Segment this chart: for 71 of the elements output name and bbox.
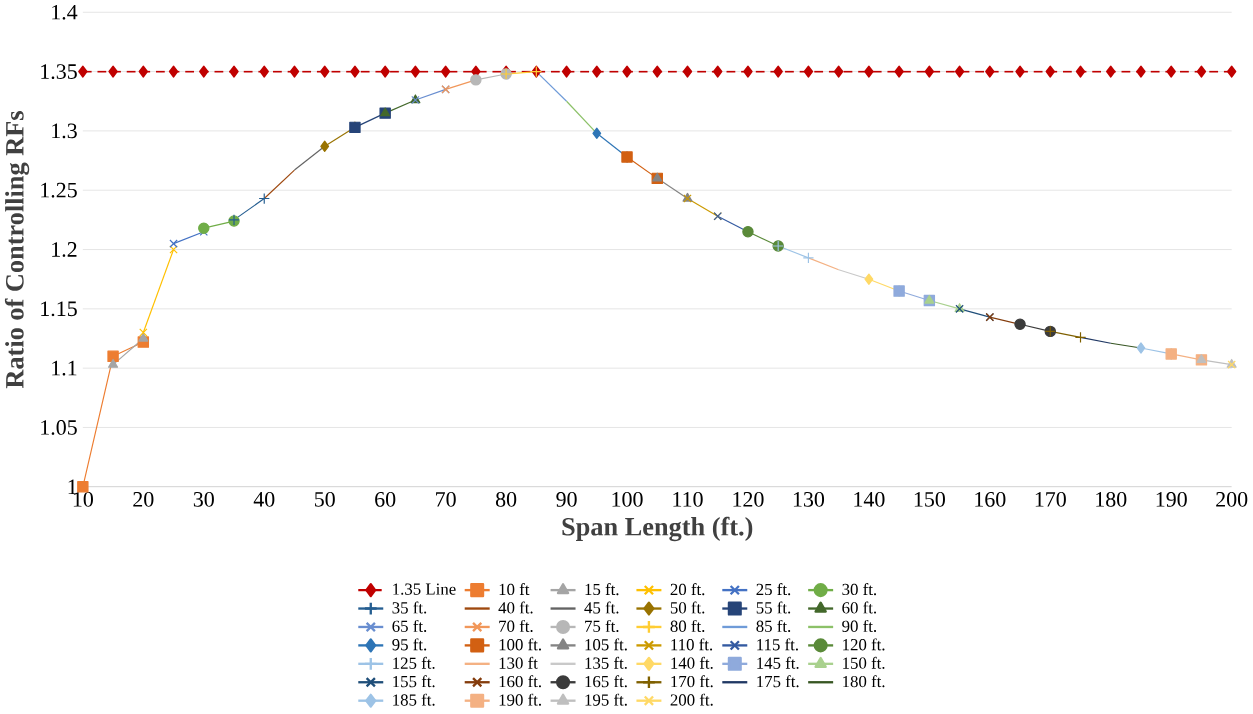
x-tick-label: 140: [854, 492, 885, 507]
y-tick-label: 1.4: [52, 5, 78, 20]
x-tick-label: 80: [495, 492, 517, 507]
legend-label: 190 ft.: [499, 693, 541, 706]
x-tick-label: 50: [315, 492, 335, 507]
legend-label: 180 ft.: [843, 675, 885, 688]
y-tick-label: 1.05: [41, 420, 77, 436]
legend-label: 20 ft.: [670, 583, 705, 596]
legend-label: 155 ft.: [393, 675, 435, 688]
x-tick-label: 60: [375, 492, 396, 507]
y-tick-label: 1.35: [41, 64, 77, 80]
legend-label: 110 ft.: [671, 638, 713, 651]
x-tick-label: 100: [612, 492, 643, 507]
x-tick-label: 120: [733, 492, 764, 507]
x-tick-label: 150: [914, 492, 945, 507]
legend-label: 30 ft.: [842, 583, 877, 596]
y-tick-label: 1.25: [41, 183, 77, 198]
x-tick-label: 90: [556, 492, 577, 507]
x-tick-label: 10: [73, 492, 93, 507]
legend-label: 195 ft.: [585, 693, 627, 706]
legend-label: 135 ft.: [585, 657, 627, 670]
legend-label: 40 ft.: [498, 601, 533, 614]
legend-label: 45 ft.: [584, 601, 619, 614]
legend-label: 160 ft.: [499, 675, 541, 688]
legend-label: 115 ft.: [757, 638, 798, 651]
legend-label: 10 ft: [499, 583, 530, 596]
legend-label: 145 ft.: [757, 657, 799, 670]
legend-label: 75 ft.: [585, 620, 619, 633]
legend-label: 100 ft.: [499, 638, 541, 651]
x-tick-label: 180: [1096, 492, 1127, 507]
legend-label: 15 ft.: [585, 583, 619, 596]
legend-label: 105 ft.: [585, 638, 627, 651]
legend-label: 1.35 Line: [393, 583, 456, 596]
y-tick-label: 1: [68, 479, 77, 495]
legend-label: 125 ft.: [393, 657, 435, 670]
y-tick-label: 1.1: [52, 360, 77, 376]
legend-label: 50 ft.: [670, 601, 705, 614]
x-tick-label: 130: [793, 492, 825, 507]
legend-label: 130 ft: [499, 657, 538, 670]
legend-label: 185 ft.: [393, 693, 435, 706]
y-tick-label: 1.2: [52, 242, 77, 258]
legend-label: 85 ft.: [756, 620, 791, 633]
legend-label: 90 ft.: [842, 620, 877, 633]
legend-label: 140 ft.: [671, 657, 713, 670]
x-tick-label: 70: [436, 492, 456, 507]
legend-label: 25 ft.: [756, 583, 791, 596]
legend-label: 150 ft.: [843, 657, 885, 670]
legend-label: 175 ft.: [757, 675, 799, 688]
x-tick-label: 200: [1216, 492, 1248, 507]
legend-label: 165 ft.: [585, 675, 627, 688]
legend-label: 120 ft.: [843, 638, 885, 651]
legend-label: 95 ft.: [392, 638, 427, 651]
y-tick-label: 1.3: [52, 123, 77, 139]
legend-label: 80 ft.: [670, 620, 705, 633]
x-tick-label: 30: [193, 492, 214, 507]
x-tick-label: 20: [133, 492, 154, 507]
legend-label: 60 ft.: [842, 601, 877, 614]
y-tick-label: 1.15: [41, 301, 77, 317]
x-tick-label: 170: [1035, 492, 1066, 507]
y-axis-title: Ratio of Controlling RFs: [4, 111, 30, 389]
legend-label: 200 ft.: [670, 693, 713, 706]
legend-label: 170 ft.: [671, 675, 713, 688]
x-tick-label: 160: [975, 492, 1006, 507]
x-tick-label: 190: [1156, 492, 1187, 507]
x-tick-label: 110: [673, 492, 703, 507]
x-tick-label: 40: [253, 492, 275, 507]
x-axis-title: Span Length (ft.): [562, 517, 753, 542]
legend-label: 70 ft.: [499, 620, 533, 633]
legend-label: 35 ft.: [392, 601, 427, 614]
legend-label: 55 ft.: [756, 601, 791, 614]
legend-label: 65 ft.: [392, 620, 427, 633]
